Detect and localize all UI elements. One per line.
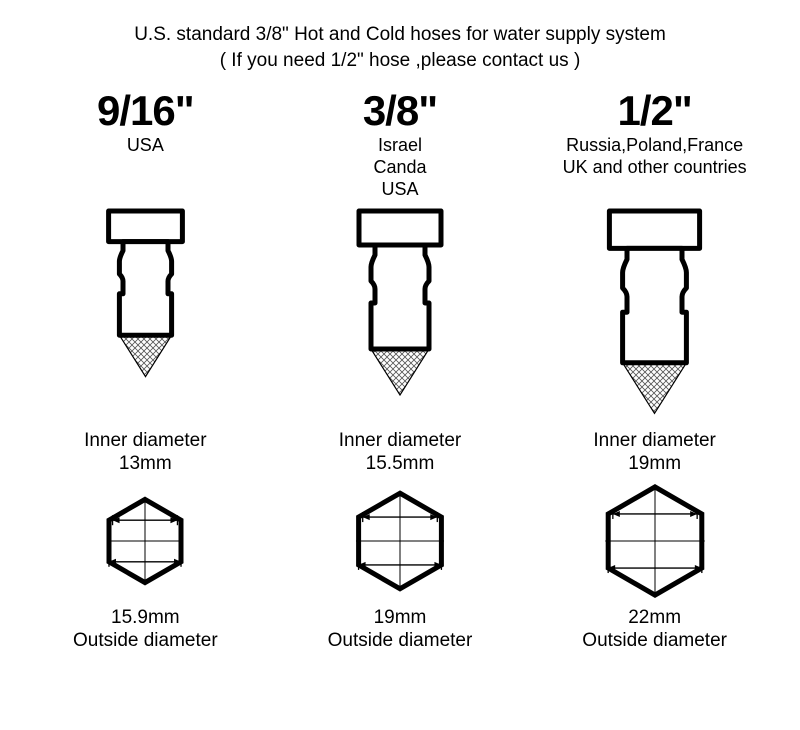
region-line: Canda (373, 157, 426, 179)
dimension-block: Inner diameter13mm 15.9mmOutside diamete… (65, 430, 225, 652)
header-line-1: U.S. standard 3/8" Hot and Cold hoses fo… (0, 22, 800, 48)
region-line: UK and other countries (563, 157, 747, 179)
connector-icon (594, 207, 715, 412)
hex-nut-icon (65, 476, 225, 606)
outside-diameter-label: Outside diameter (73, 630, 218, 652)
variant-column: 1/2"Russia,Poland,FranceUK and other cou… (532, 83, 777, 652)
region-line: USA (127, 135, 164, 157)
outside-diameter-label: Outside diameter (328, 630, 473, 652)
outside-diameter-label: Outside diameter (582, 630, 727, 652)
header-line-2: ( If you need 1/2" hose ,please contact … (0, 48, 800, 74)
variant-column: 3/8"IsraelCandaUSA Inner diameter15.5mm … (277, 83, 522, 652)
variant-column: 9/16"USA Inner diameter13mm 15.9mmOutsid… (23, 83, 268, 652)
hex-nut-icon (575, 476, 735, 606)
outside-diameter-value: 22mm (628, 607, 681, 629)
inner-diameter-value: 19mm (628, 453, 681, 475)
dimension-block: Inner diameter15.5mm 19mmOutside diamete… (320, 430, 480, 652)
region-list: USA (127, 135, 164, 205)
inner-diameter-label: Inner diameter (84, 430, 207, 452)
size-title: 1/2" (617, 89, 691, 133)
inner-diameter-label: Inner diameter (593, 430, 716, 452)
connector-icon (345, 207, 455, 412)
outside-diameter-value: 15.9mm (111, 607, 180, 629)
inner-diameter-label: Inner diameter (339, 430, 462, 452)
connector-icon (96, 207, 195, 412)
header: U.S. standard 3/8" Hot and Cold hoses fo… (0, 0, 800, 73)
region-list: Russia,Poland,FranceUK and other countri… (563, 135, 747, 205)
region-list: IsraelCandaUSA (373, 135, 426, 205)
region-line: Russia,Poland,France (563, 135, 747, 157)
inner-diameter-value: 15.5mm (366, 453, 435, 475)
columns: 9/16"USA Inner diameter13mm 15.9mmOutsid… (0, 83, 800, 652)
hex-nut-icon (320, 476, 480, 606)
size-title: 9/16" (97, 89, 194, 133)
size-title: 3/8" (363, 89, 437, 133)
inner-diameter-value: 13mm (119, 453, 172, 475)
outside-diameter-value: 19mm (374, 607, 427, 629)
dimension-block: Inner diameter19mm 22mmOutside diameter (575, 430, 735, 652)
region-line: Israel (373, 135, 426, 157)
region-line: USA (373, 179, 426, 201)
